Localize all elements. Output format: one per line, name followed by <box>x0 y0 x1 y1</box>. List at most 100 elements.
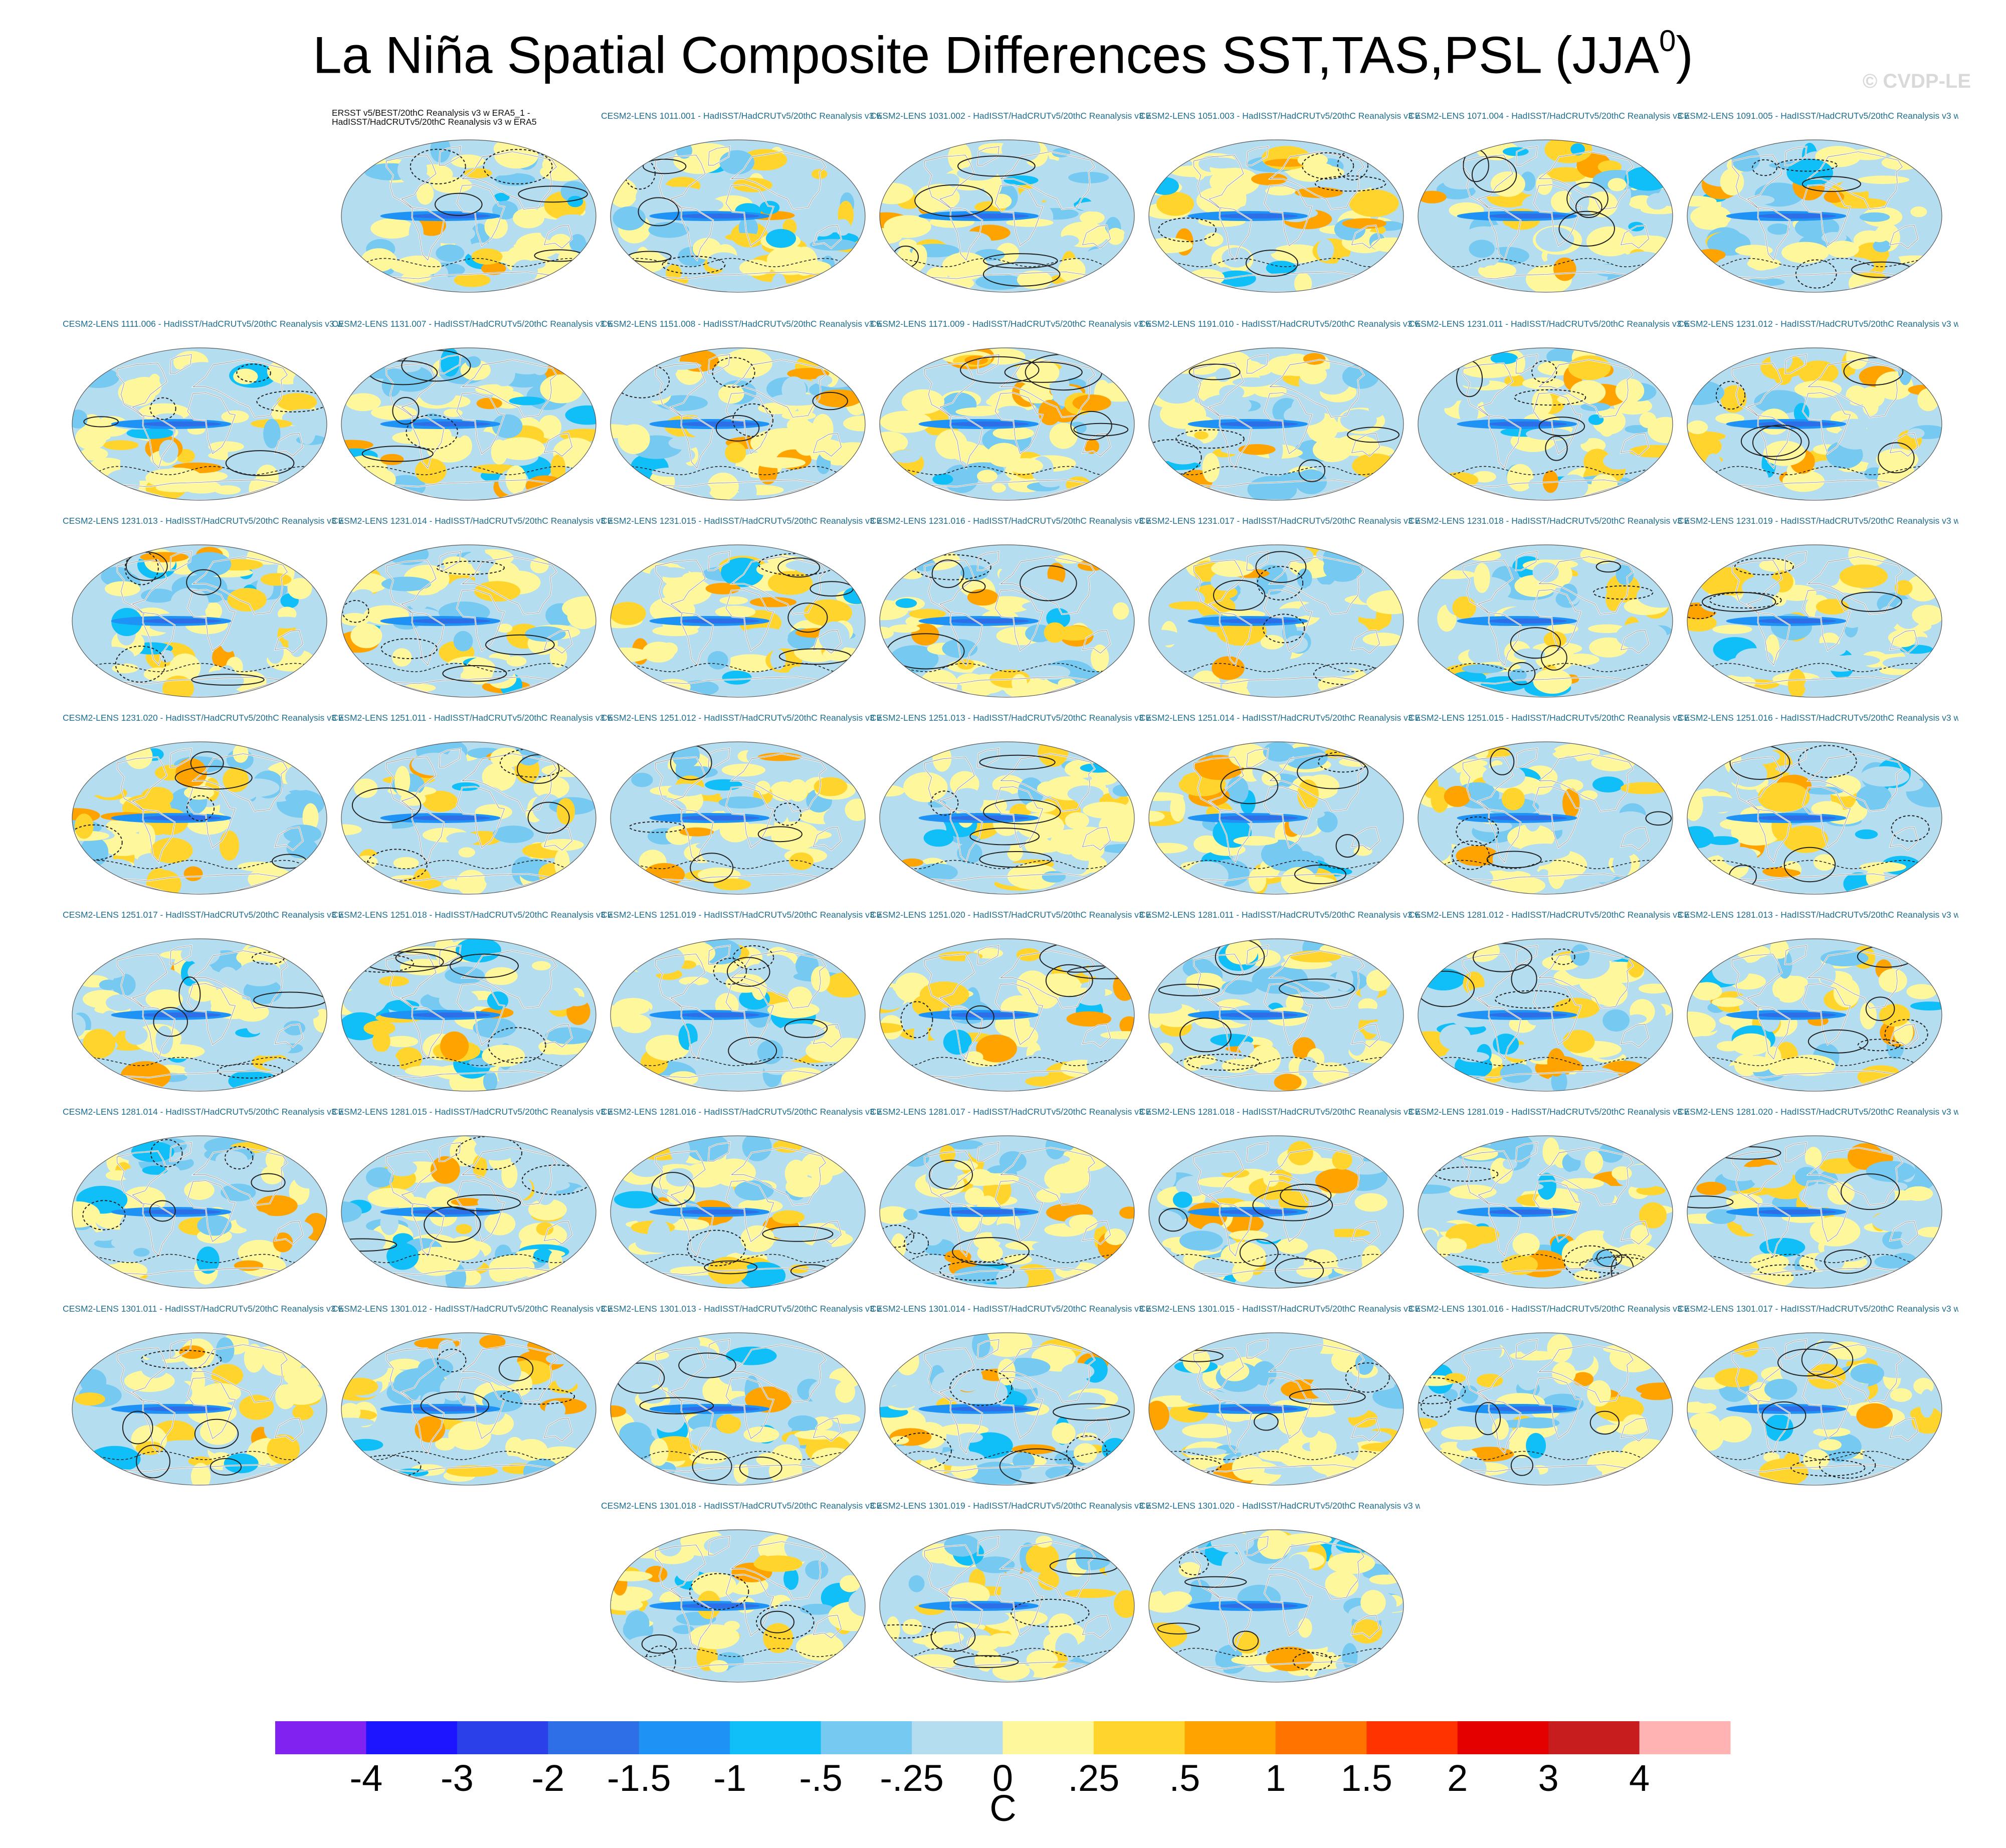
anomaly-patch <box>422 790 458 812</box>
map-frame <box>1418 1332 1673 1486</box>
map-frame <box>341 347 596 501</box>
anomaly-patch <box>1000 1581 1016 1603</box>
psl-contour <box>1538 417 1585 437</box>
anomaly-patch <box>1443 175 1479 189</box>
anomaly-patch <box>188 939 221 966</box>
psl-contour <box>1275 1258 1324 1284</box>
anomaly-patch <box>707 472 739 500</box>
anomaly-patch <box>1720 168 1744 195</box>
anomaly-patch <box>1290 950 1341 963</box>
anomaly-patch <box>1051 1243 1082 1271</box>
panel-label: CESM2-LENS 1301.019 - HadISST/HadCRUTv5/… <box>870 1501 1151 1511</box>
coastline <box>655 1347 706 1402</box>
coastline <box>731 1147 826 1205</box>
coastline <box>1264 1377 1312 1439</box>
coastline <box>1533 786 1581 848</box>
anomaly-patch <box>1754 390 1806 414</box>
anomaly-patch <box>1003 1254 1032 1265</box>
anomaly-patch <box>1418 1184 1451 1194</box>
psl-contour <box>1232 1630 1259 1651</box>
map-panel: CESM2-LENS 1251.011 - HadISST/HadCRUTv5/… <box>332 713 613 909</box>
map-frame <box>1148 741 1404 895</box>
anomaly-patch <box>939 1145 955 1163</box>
coastline <box>1808 950 1903 1008</box>
anomaly-patch <box>1776 264 1793 276</box>
robinson-map <box>341 1135 596 1289</box>
anomaly-patch <box>713 878 751 891</box>
coastline <box>1515 945 1538 965</box>
anomaly-patch <box>1507 747 1556 756</box>
anomaly-patch <box>1839 477 1858 494</box>
anomaly-patch <box>1052 1422 1076 1444</box>
cold-tongue-core <box>1218 1406 1298 1411</box>
anomaly-patch <box>1537 1173 1556 1200</box>
anomaly-patch <box>1352 783 1395 802</box>
anomaly-patch <box>1418 1417 1438 1429</box>
psl-contour <box>643 158 687 174</box>
anomaly-patch <box>394 1047 423 1071</box>
coastline <box>1488 1400 1521 1454</box>
anomaly-patch <box>1181 1448 1227 1456</box>
anomaly-patch <box>880 1396 902 1406</box>
anomaly-patch <box>1420 834 1452 863</box>
psl-contour <box>1255 551 1307 583</box>
coastline <box>1533 184 1581 246</box>
panel-label: CESM2-LENS 1151.008 - HadISST/HadCRUTv5/… <box>601 319 882 329</box>
psl-contour <box>1456 816 1499 846</box>
psl-contour-south <box>1172 1254 1382 1264</box>
robinson-map <box>1418 347 1673 501</box>
anomaly-patch <box>1878 460 1915 484</box>
psl-contour <box>191 674 265 686</box>
robinson-map <box>1148 741 1404 895</box>
psl-contour <box>1531 360 1557 383</box>
anomaly-patch <box>1449 1184 1497 1199</box>
anomaly-patch <box>611 1405 627 1417</box>
panel-label: CESM2-LENS 1131.007 - HadISST/HadCRUTv5/… <box>332 319 613 329</box>
psl-contour <box>638 197 679 227</box>
anomaly-patch <box>1810 1216 1861 1247</box>
psl-contour-south <box>640 1451 844 1461</box>
anomaly-patch <box>1910 206 1927 218</box>
coastline <box>462 359 557 418</box>
anomaly-patch <box>141 1358 168 1378</box>
map-panel: CESM2-LENS 1231.013 - HadISST/HadCRUTv5/… <box>63 516 343 712</box>
anomaly-patch <box>670 1137 690 1164</box>
anomaly-patch <box>718 796 765 809</box>
anomaly-patch <box>1238 550 1271 565</box>
coastline <box>1732 362 1782 418</box>
anomaly-patch <box>890 450 921 463</box>
anomaly-patch <box>1615 1422 1648 1435</box>
anomaly-patch <box>825 972 865 998</box>
coastline <box>1757 1006 1790 1060</box>
psl-contour-south <box>1712 1451 1911 1461</box>
panel-label: CESM2-LENS 1281.016 - HadISST/HadCRUTv5/… <box>601 1107 882 1117</box>
anomaly-patch <box>372 1030 390 1053</box>
anomaly-patch <box>611 647 649 663</box>
anomaly-patch <box>890 1609 932 1627</box>
psl-contour-south <box>640 1057 838 1067</box>
anomaly-patch <box>1619 251 1668 277</box>
psl-contour <box>687 1229 746 1267</box>
coastline <box>142 415 175 469</box>
anomaly-patch <box>903 1208 918 1220</box>
psl-contour <box>72 824 123 861</box>
anomaly-patch <box>1912 604 1942 626</box>
anomaly-patch <box>915 185 946 213</box>
coastline <box>1000 556 1095 614</box>
anomaly-patch <box>1588 414 1604 425</box>
anomaly-patch <box>742 1136 772 1161</box>
anomaly-patch <box>688 1039 735 1059</box>
anomaly-patch <box>1037 781 1059 796</box>
anomaly-patch <box>880 410 932 433</box>
robinson-map <box>610 544 866 698</box>
anomaly-patch <box>740 1225 775 1253</box>
anomaly-patch <box>1049 423 1078 449</box>
coastline <box>950 1400 983 1454</box>
anomaly-patch <box>275 1384 296 1409</box>
coastline <box>1082 1418 1111 1442</box>
anomaly-patch <box>1075 201 1123 212</box>
psl-contour <box>914 554 991 580</box>
anomaly-patch <box>721 557 764 587</box>
anomaly-patch <box>1196 186 1244 215</box>
map-frame <box>1148 1332 1404 1486</box>
